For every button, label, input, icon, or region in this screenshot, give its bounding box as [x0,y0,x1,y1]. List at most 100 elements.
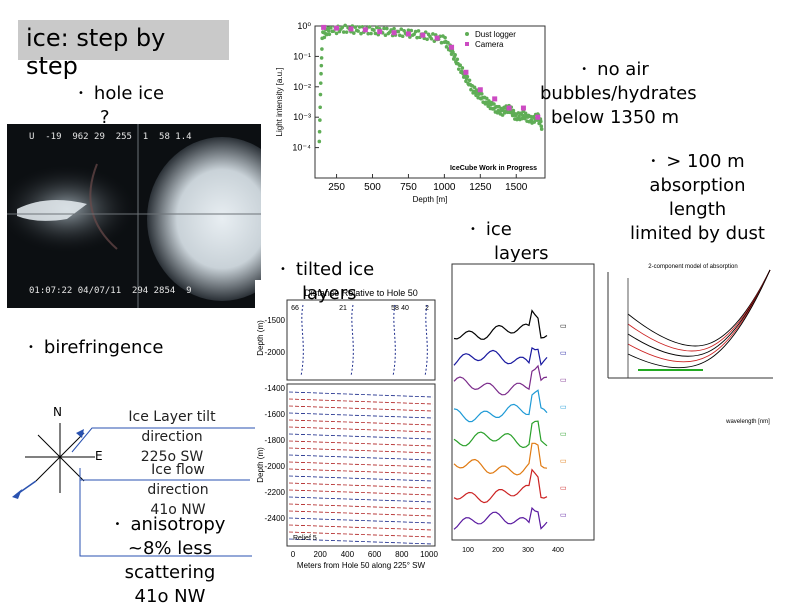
bullet-no-air-line1: no air [597,59,649,80]
y-axis-label: Light intensity [a.u.] [275,68,284,137]
corner-label: Relief 5 [293,535,317,542]
dust-logger-point [451,50,455,55]
light-intensity-chart-svg: 250 500 750 1000 1250 1500 10⁰ 10⁻¹ 10⁻² 10⁻³ 10⁻⁴… [275,21,546,204]
dust-logger-point [319,63,324,68]
bullet-no-air-line2: bubbles/hydrates [540,83,697,104]
compass-e-label: E [95,449,103,463]
bullet-dot: • [114,519,121,530]
layer-trace [288,454,434,461]
absorption-model-chart-svg: 2-component model of absorption wavelengt… [607,264,773,425]
camera-point [348,26,354,32]
x-axis-label: Depth [m] [413,195,448,204]
top-y-tick-label: -2000 [265,348,286,357]
x-tick-label: 500 [364,182,381,193]
dust-logger-point [484,96,489,101]
x-tick-label: 300 [522,547,534,554]
dust-logger-point [467,78,472,83]
trace-label-glyph: ▭ [560,377,567,384]
bullet-anisotropy: • anisotropy ~8% less scattering 41o NW [100,513,240,609]
bottom-y-tick-label: -1400 [265,384,286,393]
dust-logger-point [400,34,405,39]
legend-dust-marker [465,32,469,36]
camera-point [420,32,426,38]
dust-logger-point [396,29,401,34]
dust-logger-point [327,32,332,37]
camera-point [535,114,541,120]
trace-label-glyph: ▭ [560,512,567,519]
bullet-tilted-layers: • tilted ice layers [280,258,374,306]
y-tick-label: 10⁻¹ [293,51,311,61]
slide-title: ice: step by step [26,24,165,80]
bullet-dot: • [470,224,476,235]
dust-logger-point [319,56,324,60]
x-tick-label: 250 [328,182,345,193]
tilt-label-line1: Ice Layer tilt [128,409,216,425]
layer-trace [288,524,434,531]
connector-lines [71,427,258,557]
dust-logger-point [415,35,419,40]
dust-logger-point [500,113,505,117]
layer-trace [288,433,434,440]
x-tick-label: 1000 [433,182,456,193]
dust-logger-point [465,74,470,79]
dust-logger-point [539,119,543,124]
camera-osd-top: U -19 962 29 255 1 58 1.4 [29,132,192,142]
column-label: 21 [339,305,347,312]
dust-logger-point [392,26,396,31]
dust-logger-point [425,37,429,42]
camera-frame-graphic [7,124,261,308]
camera-point [362,27,368,33]
layer-trace [288,468,434,475]
bullet-absorption-line1: > 100 m [666,151,745,172]
x-tick-label: 600 [368,550,382,559]
y-tick-label: 10⁻⁴ [292,143,311,153]
dust-logger-point [373,31,378,36]
ice-layer-trace [453,420,548,449]
flow-arrow-icon [76,429,84,438]
dust-logger-point [539,124,544,129]
bottom-y-tick-label: -1800 [265,436,286,445]
camera-point [449,44,455,50]
absorption-curve [627,269,771,369]
dust-logger-point [429,36,434,41]
chart-title: 2-component model of absorption [648,264,737,270]
bottom-y-axis-label: Depth (m) [256,447,265,483]
dust-logger-point [352,31,356,35]
dust-logger-point [486,104,491,109]
dust-logger-point [517,114,521,119]
dust-logger-point [372,28,376,32]
camera-point [492,96,498,102]
layer-trace [288,503,434,510]
dust-logger-point [460,66,465,70]
dust-logger-point [317,139,322,144]
x-tick-label: 1000 [420,550,438,559]
layer-trace [288,405,434,412]
trace-label-glyph: ▭ [560,323,567,330]
column-label: 58 [391,305,399,312]
layer-trace [288,419,434,426]
layer-trace [288,412,434,419]
compass-diagram [12,423,95,499]
bullet-dot: • [280,264,286,275]
tilted-layers-chart-svg: Distance Relative to Hole 50 66 21 58 40 2 -15… [256,288,438,570]
dust-logger-point [474,93,478,98]
column-label: 66 [291,305,299,312]
x-tick-label: 200 [492,547,504,554]
bullet-hole-ice: • hole ice ? [78,82,164,130]
camera-osd-bottom: 01:07:22 04/07/11 294 2854 9 [29,286,192,296]
dust-logger-point [464,79,468,84]
bottom-panel-frame [286,383,436,547]
x-axis-label: Meters from Hole 50 along 225° SW [297,561,426,570]
dust-logger-point [511,108,516,113]
work-in-progress-note: IceCube Work in Progress [450,165,537,172]
dust-logger-point [523,116,527,121]
x-tick-label: 1500 [505,182,528,193]
bullet-absorption-line2: absorption [649,175,746,196]
bullet-anisotropy-line4: 41o NW [134,586,206,607]
bullet-dot: • [581,64,588,75]
camera-point [377,29,383,35]
ice-layers-chart-svg: ▭ ▭ ▭ ▭ ▭ ▭ ▭ ▭ 100 200 300 400 [451,263,595,554]
top-panel-trace [300,304,304,377]
column-label: 2 [425,305,429,312]
bottom-y-tick-label: -2400 [265,514,286,523]
